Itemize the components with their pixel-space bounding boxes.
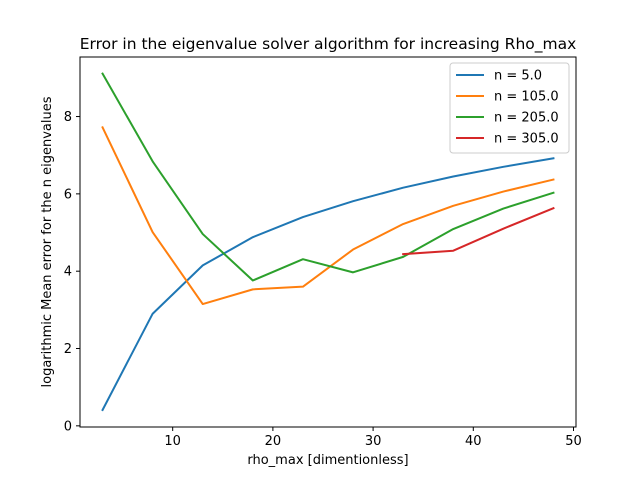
legend-label-3: n = 305.0	[494, 132, 559, 147]
y-tick-label: 0	[64, 419, 72, 434]
plot-frame	[79, 56, 577, 428]
y-axis-ticks: 0 2 4 6 8	[64, 110, 80, 434]
x-tick-label: 20	[265, 434, 282, 449]
y-tick-label: 4	[64, 265, 72, 280]
legend: n = 5.0 n = 105.0 n = 205.0 n = 305.0	[449, 62, 570, 154]
chart-title: Error in the eigenvalue solver algorithm…	[80, 35, 577, 54]
legend-label-1: n = 105.0	[494, 90, 559, 105]
y-tick-label: 2	[64, 342, 72, 357]
series-layer	[101, 72, 555, 412]
y-tick-label: 6	[64, 187, 72, 202]
series-line-1	[101, 126, 555, 306]
y-axis-label: logarithmic Mean error for the n eigenva…	[40, 96, 55, 387]
legend-label-0: n = 5.0	[494, 69, 542, 84]
x-axis-ticks: 10 20 30 40 50	[164, 427, 582, 449]
x-tick-label: 30	[365, 434, 382, 449]
y-tick-label: 8	[64, 110, 72, 125]
x-tick-label: 40	[465, 434, 482, 449]
series-line-2	[101, 72, 555, 282]
legend-box	[449, 62, 570, 154]
x-tick-label: 10	[164, 434, 181, 449]
series-line-3	[402, 206, 555, 256]
legend-label-2: n = 205.0	[494, 111, 559, 126]
x-tick-label: 50	[565, 434, 582, 449]
x-axis-label: rho_max [dimentionless]	[247, 453, 408, 468]
series-line-0	[101, 157, 555, 412]
